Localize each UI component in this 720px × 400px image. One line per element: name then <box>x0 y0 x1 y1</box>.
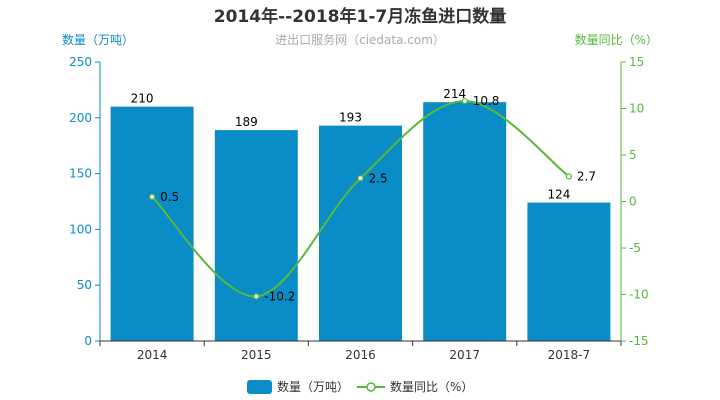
legend-line-label: 数量同比（%） <box>390 379 473 394</box>
right-tick-label: -10 <box>629 288 649 302</box>
right-tick-label: 10 <box>629 102 644 116</box>
data-labels: 210 189 193 214 124 0.5 -10.2 2.5 10.8 2.7 <box>131 87 596 303</box>
right-axis-label: 数量同比（%） <box>575 32 658 47</box>
left-tick-label: 100 <box>69 222 92 236</box>
line-value-label: 2.7 <box>577 169 596 183</box>
line-point[interactable] <box>565 173 573 180</box>
line-point[interactable] <box>357 175 364 182</box>
right-tick-label: 5 <box>629 148 637 162</box>
yoy-line <box>151 100 570 298</box>
legend-line-marker <box>366 382 376 392</box>
chart-title: 2014年--2018年1-7月冻鱼进口数量 <box>214 6 506 27</box>
bar-value-label: 193 <box>339 111 362 125</box>
left-tick-label: 200 <box>69 111 92 125</box>
bar-value-label: 214 <box>443 87 466 101</box>
legend-bar-swatch <box>247 380 272 394</box>
left-axis-label: 数量（万吨） <box>62 32 134 47</box>
x-tick-label: 2016 <box>345 348 376 362</box>
right-tick-label: -15 <box>629 334 649 348</box>
bar-series <box>110 102 611 342</box>
bar[interactable] <box>214 130 298 341</box>
left-tick-label: 150 <box>69 167 92 181</box>
left-tick-label: 250 <box>69 55 92 69</box>
right-tick-label: -5 <box>629 241 641 255</box>
line-series <box>149 97 573 300</box>
legend-bar-label: 数量（万吨） <box>277 379 349 394</box>
line-point[interactable] <box>461 97 468 105</box>
line-value-label: 2.5 <box>369 171 388 185</box>
line-value-label: 0.5 <box>160 190 179 204</box>
x-tick-label: 2017 <box>449 348 480 362</box>
chart-subtitle: 进出口服务网（ciedata.com） <box>275 32 445 47</box>
left-tick-label: 0 <box>84 334 92 348</box>
bar[interactable] <box>110 106 194 341</box>
right-tick-label: 15 <box>629 55 644 69</box>
bar[interactable] <box>527 202 611 341</box>
axes: 0 50 100 150 200 250 -15 -10 -5 0 5 10 15 2014 2015 201… <box>69 55 649 362</box>
line-value-label: 10.8 <box>473 94 500 108</box>
right-tick-label: 0 <box>629 195 637 209</box>
bar-value-label: 124 <box>547 188 570 202</box>
x-tick-label: 2018-7 <box>548 348 591 362</box>
bar[interactable] <box>319 125 402 341</box>
bar-value-label: 210 <box>131 92 154 106</box>
legend[interactable]: 数量（万吨） 数量同比（%） <box>247 379 473 394</box>
line-point[interactable] <box>253 293 260 300</box>
x-tick-label: 2015 <box>241 348 272 362</box>
bar-value-label: 189 <box>235 115 258 129</box>
line-value-label: -10.2 <box>264 289 295 303</box>
left-tick-label: 50 <box>77 278 92 292</box>
bar[interactable] <box>423 102 507 342</box>
x-tick-label: 2014 <box>137 348 168 362</box>
line-point[interactable] <box>149 193 156 200</box>
